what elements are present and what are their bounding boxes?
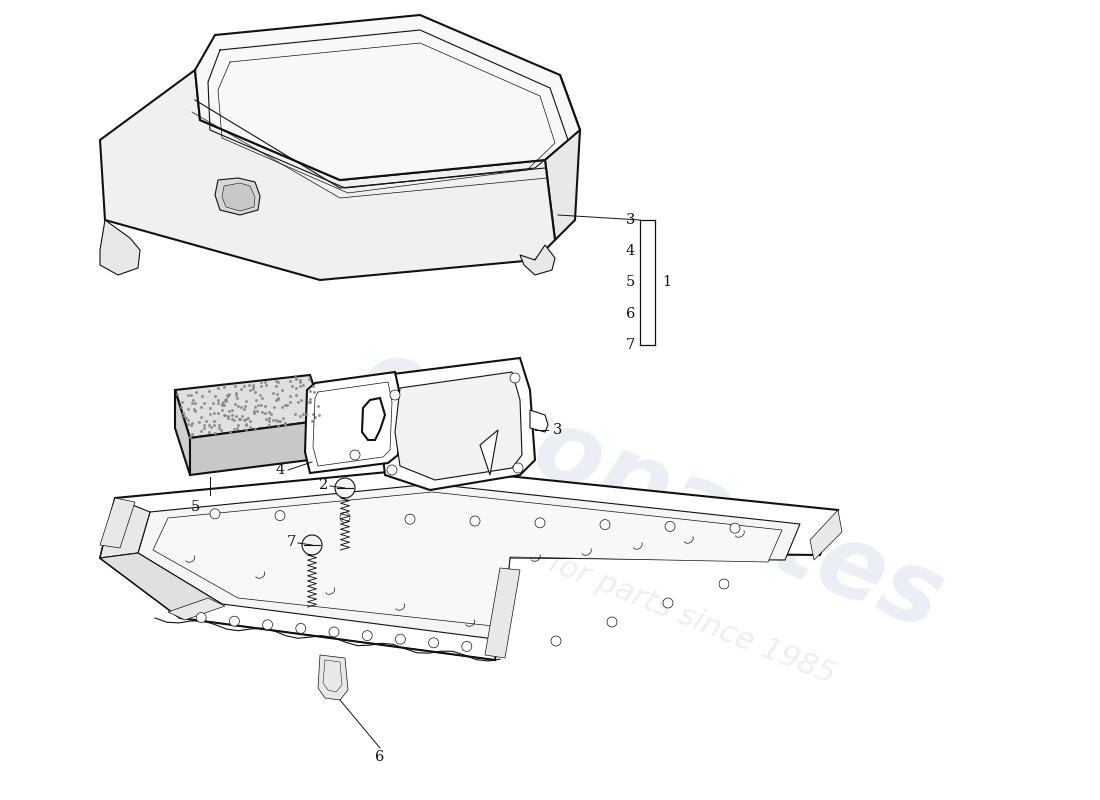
Circle shape [730,523,740,534]
Circle shape [230,616,240,626]
Polygon shape [100,468,838,660]
Polygon shape [175,375,324,438]
Circle shape [390,390,400,400]
Text: 4: 4 [626,244,635,258]
Polygon shape [175,390,190,475]
Text: 3: 3 [553,423,562,437]
Polygon shape [362,398,385,440]
Polygon shape [395,372,522,480]
Text: 5: 5 [626,275,635,290]
Polygon shape [100,553,222,618]
Circle shape [302,535,322,555]
Circle shape [510,373,520,383]
Text: 3: 3 [626,213,635,227]
Polygon shape [168,598,225,620]
Text: 2: 2 [319,478,328,492]
Polygon shape [530,410,548,432]
Text: 7: 7 [626,338,635,352]
Circle shape [387,465,397,475]
Circle shape [470,516,480,526]
Circle shape [535,518,544,528]
Circle shape [395,634,406,644]
Circle shape [350,450,360,460]
Polygon shape [138,484,800,640]
Circle shape [666,522,675,531]
Circle shape [196,613,206,622]
Polygon shape [222,183,255,211]
Circle shape [362,630,372,641]
Polygon shape [305,372,400,473]
Circle shape [336,478,355,498]
Text: 4: 4 [276,463,285,477]
Circle shape [329,627,339,637]
Text: 6: 6 [626,306,635,321]
Circle shape [462,642,472,651]
Polygon shape [544,75,580,240]
Circle shape [429,638,439,648]
Text: 5: 5 [190,500,199,514]
Text: 1: 1 [662,275,671,290]
Polygon shape [214,178,260,215]
Polygon shape [100,498,135,548]
Polygon shape [190,420,324,475]
Polygon shape [520,245,556,275]
Polygon shape [810,510,842,560]
Polygon shape [195,15,580,180]
Text: a passion for parts since 1985: a passion for parts since 1985 [400,490,839,690]
Polygon shape [318,655,348,700]
Polygon shape [100,220,140,275]
Circle shape [405,514,415,524]
Circle shape [719,579,729,589]
Text: 6: 6 [375,750,385,764]
Text: 7: 7 [287,535,296,549]
Circle shape [296,623,306,634]
Circle shape [663,598,673,608]
Polygon shape [153,492,782,627]
Circle shape [210,509,220,518]
Text: europartes: europartes [344,329,956,651]
Polygon shape [485,568,520,658]
Polygon shape [100,498,150,558]
Circle shape [513,463,522,473]
Polygon shape [100,70,556,280]
Circle shape [275,510,285,521]
Circle shape [600,520,610,530]
Circle shape [607,617,617,627]
Polygon shape [480,430,498,475]
Circle shape [340,512,350,522]
Circle shape [263,620,273,630]
Circle shape [551,636,561,646]
Polygon shape [379,358,535,490]
